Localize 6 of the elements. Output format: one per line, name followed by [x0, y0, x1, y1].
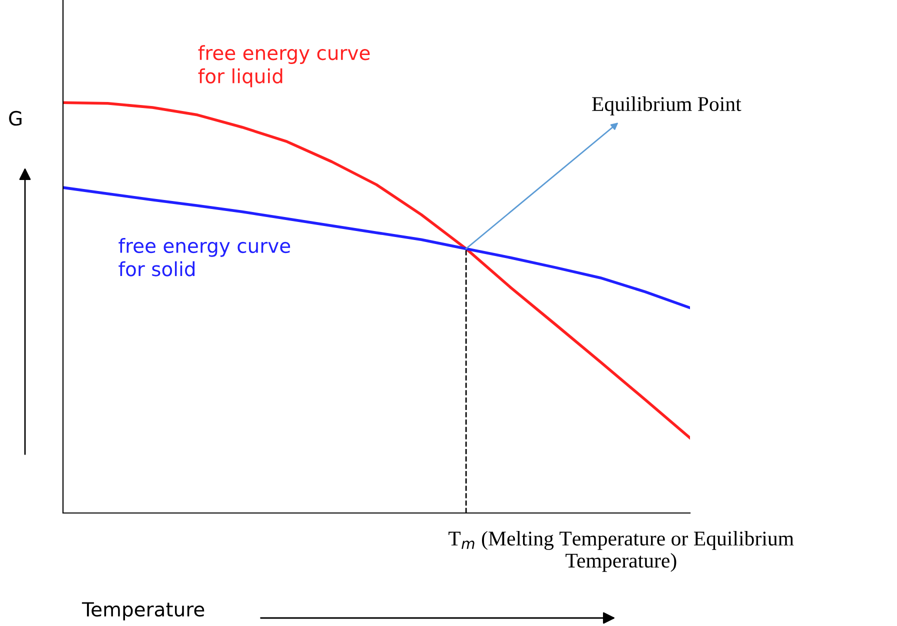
- annotation: Equilibrium Point: [592, 96, 742, 116]
- series-label: free energy curve for liquid: [198, 45, 370, 88]
- series-label: free energy curve for solid: [118, 238, 290, 276]
- y-axis-title: G: [9, 110, 22, 126]
- x-axis-title: Temperature: [82, 602, 204, 620]
- text: T$_{m}$ (Melting Temperature or Equilibrium Temperature): [448, 530, 794, 572]
